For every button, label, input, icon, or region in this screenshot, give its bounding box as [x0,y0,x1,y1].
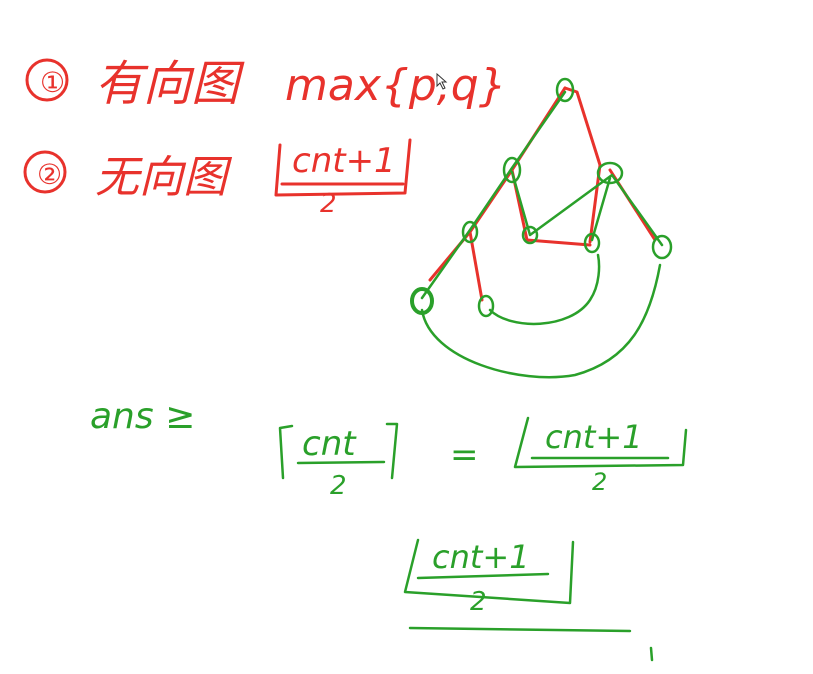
bottom-denominator: 2 [470,587,487,617]
line2-index: ② [37,158,62,191]
red-path-left [428,86,567,282]
ceil-bracket [278,422,399,480]
graph-node-far-right-leaf [651,234,673,260]
graph-node-middle [521,225,539,245]
mouse-pointer-icon [436,72,448,90]
circled-two-mark [23,150,67,194]
floor-numerator: cnt+1 [545,418,643,456]
added-edge-outer [420,263,662,379]
graph-node-root [555,77,575,103]
line-2-undirected-graph: ② 无向图 cnt+1 2 [23,138,412,219]
graph-node-left-child [461,220,479,244]
bottom-fraction-bar [416,572,550,580]
graph-node-left [502,156,522,184]
ceil-numerator: cnt [302,424,357,464]
red-path-right [563,86,602,244]
line-1-directed-graph: ① 有向图 max{p,q} [25,56,507,112]
graph-drawing [410,77,673,379]
graph-node-bottom-left-leaf [410,287,434,315]
floor-denominator: 2 [592,468,607,496]
stray-tick [649,646,654,662]
bottom-numerator: cnt+1 [432,538,530,576]
bottom-underline [408,626,632,633]
line1-label: 有向图 [95,56,245,112]
bound-lhs: ans ≥ [90,396,195,437]
bottom-floor-bracket [403,538,575,605]
circled-one-mark [25,58,69,102]
line1-index: ① [40,66,65,99]
red-path-down [468,230,484,302]
line1-formula: max{p,q} [285,60,507,111]
graph-node-bottom-leaf [477,294,495,318]
graph-node-right-child [583,232,601,254]
ceil-denominator: 2 [330,471,347,501]
floor-bracket-green [513,416,688,469]
line2-label: 无向图 [95,152,233,203]
added-edge-inner [488,253,601,326]
line2-denominator: 2 [320,189,337,219]
line2-numerator: cnt+1 [292,141,396,181]
floor-bracket-red [274,138,412,197]
bound-equation: ans ≥ cnt 2 = cnt+1 2 [90,396,688,501]
equals-sign: = [450,435,479,475]
tree-edge-left [420,90,567,300]
ceil-fraction-bar [296,460,386,465]
tree-edge-middle [510,170,664,247]
bottom-fraction: cnt+1 2 [403,538,654,662]
graph-node-right [596,161,624,185]
tree-edge-right [590,176,612,242]
